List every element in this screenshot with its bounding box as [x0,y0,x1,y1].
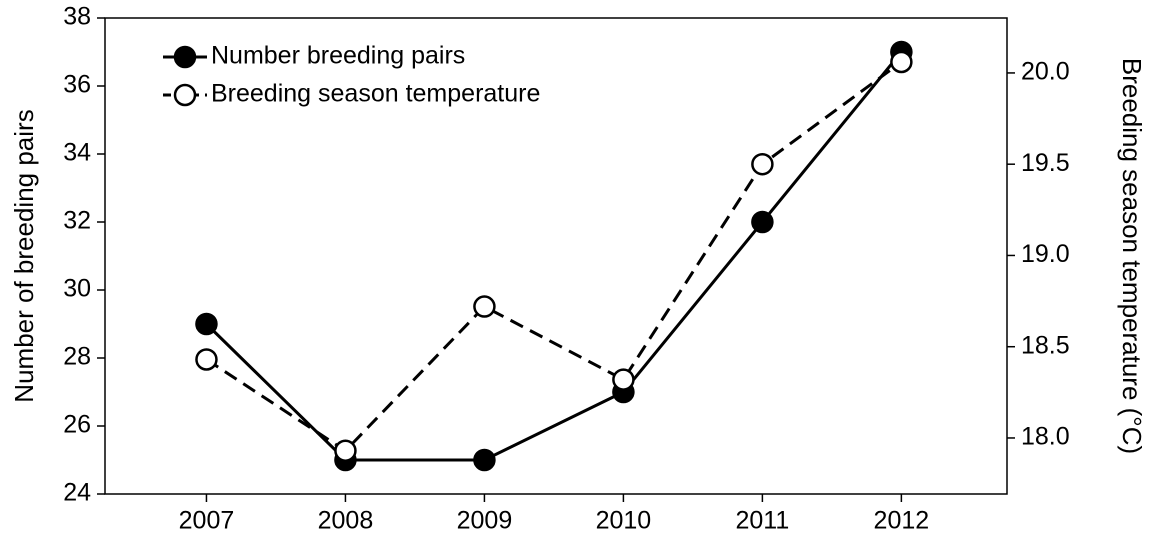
data-point [473,295,496,318]
x-tick-label: 2007 [179,507,235,535]
y-tick-label: 36 [63,71,91,99]
y2-tick-label: 20.0 [1021,58,1070,86]
series-line [205,51,903,462]
y2-tick-label: 19.5 [1021,149,1070,177]
y2-tick-label: 19.0 [1021,240,1070,268]
series-line [205,60,903,453]
data-point [751,152,774,176]
legend-label: Breeding season temperature [211,80,540,108]
y-tick-label: 30 [63,275,91,303]
data-point [195,348,218,371]
y2-tick-label: 18.0 [1021,423,1070,451]
x-tick-label: 2008 [318,507,374,535]
data-point [612,368,635,391]
data-point [473,448,496,472]
data-point [195,312,218,336]
data-point [890,50,913,74]
y-tick-label: 24 [63,479,91,507]
data-point [334,439,357,462]
y-tick-label: 32 [63,207,91,235]
legend-marker [173,45,197,69]
x-tick-label: 2011 [736,507,790,535]
legend-label: Number breeding pairs [211,42,465,70]
y-tick-label: 26 [63,411,91,439]
x-tick-label: 2012 [874,507,930,535]
x-tick-label: 2009 [457,507,513,535]
y2-axis-title: Breeding season temperature (°C) [1117,58,1147,454]
y-tick-label: 38 [63,3,91,31]
y-axis-title: Number of breeding pairs [9,109,39,402]
y-tick-label: 34 [63,139,91,167]
data-point [751,210,774,234]
x-tick-label: 2010 [596,507,652,535]
y2-tick-label: 18.5 [1021,331,1070,359]
legend-marker [173,83,197,107]
y-tick-label: 28 [63,343,91,371]
